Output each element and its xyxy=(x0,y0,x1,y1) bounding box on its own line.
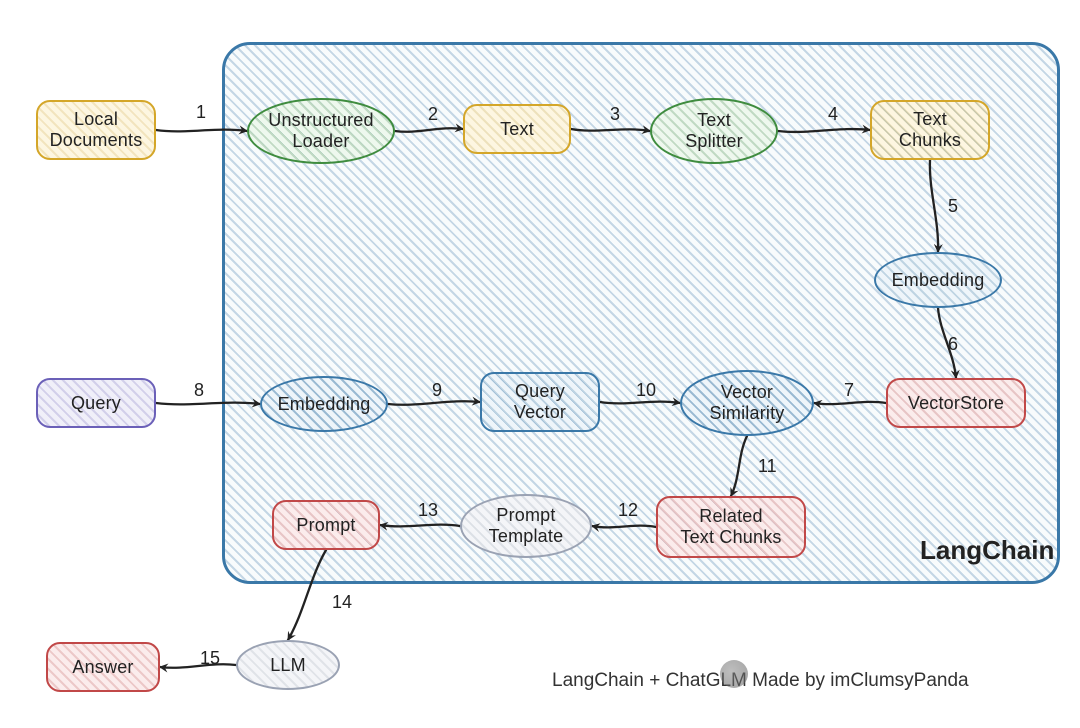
node-label-embedding_top: Embedding xyxy=(892,270,985,291)
edge-1 xyxy=(156,130,247,132)
node-answer: Answer xyxy=(46,642,160,692)
edge-label-12: 12 xyxy=(618,500,638,521)
edge-2 xyxy=(395,128,463,132)
node-unstruct_loader: Unstructured Loader xyxy=(247,98,395,164)
node-label-query_vector: Query Vector xyxy=(514,381,566,422)
node-label-text_splitter: Text Splitter xyxy=(685,110,743,151)
node-label-unstruct_loader: Unstructured Loader xyxy=(268,110,373,151)
node-query: Query xyxy=(36,378,156,428)
node-local_docs: Local Documents xyxy=(36,100,156,160)
edge-3 xyxy=(571,129,650,131)
edge-label-2: 2 xyxy=(428,104,438,125)
edge-7 xyxy=(814,402,886,404)
edge-label-9: 9 xyxy=(432,380,442,401)
node-embedding_top: Embedding xyxy=(874,252,1002,308)
node-label-llm: LLM xyxy=(270,655,306,676)
node-query_vector: Query Vector xyxy=(480,372,600,432)
edge-label-6: 6 xyxy=(948,334,958,355)
edge-15 xyxy=(160,664,236,668)
edge-label-10: 10 xyxy=(636,380,656,401)
edge-9 xyxy=(388,401,480,405)
node-label-text_chunks: Text Chunks xyxy=(899,109,961,150)
node-prompt: Prompt xyxy=(272,500,380,550)
node-text_chunks: Text Chunks xyxy=(870,100,990,160)
node-related_chunks: Related Text Chunks xyxy=(656,496,806,558)
credit-text: LangChain + ChatGLM Made by imClumsyPand… xyxy=(552,670,969,692)
node-label-related_chunks: Related Text Chunks xyxy=(680,506,781,547)
edge-label-11: 11 xyxy=(758,456,777,477)
node-label-prompt: Prompt xyxy=(296,515,355,536)
node-embedding_left: Embedding xyxy=(260,376,388,432)
node-label-vector_store: VectorStore xyxy=(908,393,1004,414)
node-text: Text xyxy=(463,104,571,154)
node-vector_store: VectorStore xyxy=(886,378,1026,428)
edge-label-8: 8 xyxy=(194,380,204,401)
edge-label-13: 13 xyxy=(418,500,438,521)
edge-12 xyxy=(592,526,656,528)
edge-label-5: 5 xyxy=(948,196,958,217)
langchain-container-label: LangChain xyxy=(920,535,1054,566)
node-label-answer: Answer xyxy=(72,657,133,678)
edge-label-14: 14 xyxy=(332,592,352,613)
edge-label-7: 7 xyxy=(844,380,854,401)
diagram-stage: LangChain Local Documents Unstructured Loa… xyxy=(0,0,1080,728)
node-text_splitter: Text Splitter xyxy=(650,98,778,164)
edge-8 xyxy=(156,403,260,405)
node-label-text: Text xyxy=(500,119,534,140)
edge-10 xyxy=(600,402,680,404)
watermark-icon xyxy=(720,660,748,688)
node-label-vector_sim: Vector Similarity xyxy=(709,382,784,423)
edge-13 xyxy=(380,525,460,527)
node-label-embedding_left: Embedding xyxy=(278,394,371,415)
edge-14 xyxy=(288,550,326,640)
edge-11 xyxy=(731,436,747,496)
node-llm: LLM xyxy=(236,640,340,690)
edge-4 xyxy=(778,129,870,132)
node-label-local_docs: Local Documents xyxy=(50,109,143,150)
edge-label-15: 15 xyxy=(200,648,220,669)
edge-label-3: 3 xyxy=(610,104,620,125)
node-vector_sim: Vector Similarity xyxy=(680,370,814,436)
node-prompt_template: Prompt Template xyxy=(460,494,592,558)
edge-label-1: 1 xyxy=(196,102,206,123)
node-label-query: Query xyxy=(71,393,121,414)
edge-label-4: 4 xyxy=(828,104,838,125)
node-label-prompt_template: Prompt Template xyxy=(489,505,564,546)
edge-5 xyxy=(930,160,938,252)
